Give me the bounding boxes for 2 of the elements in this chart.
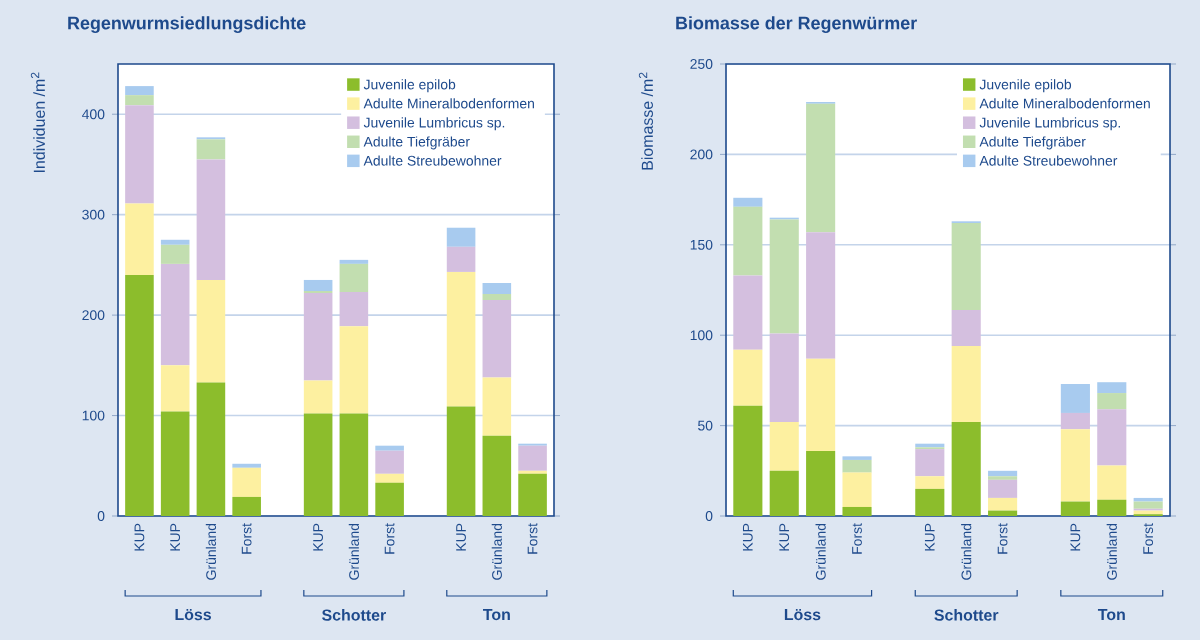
chart-title: Biomasse der Regenwürmer (676, 16, 917, 34)
chart-title: Regenwurmsiedlungsdichte (68, 16, 306, 34)
